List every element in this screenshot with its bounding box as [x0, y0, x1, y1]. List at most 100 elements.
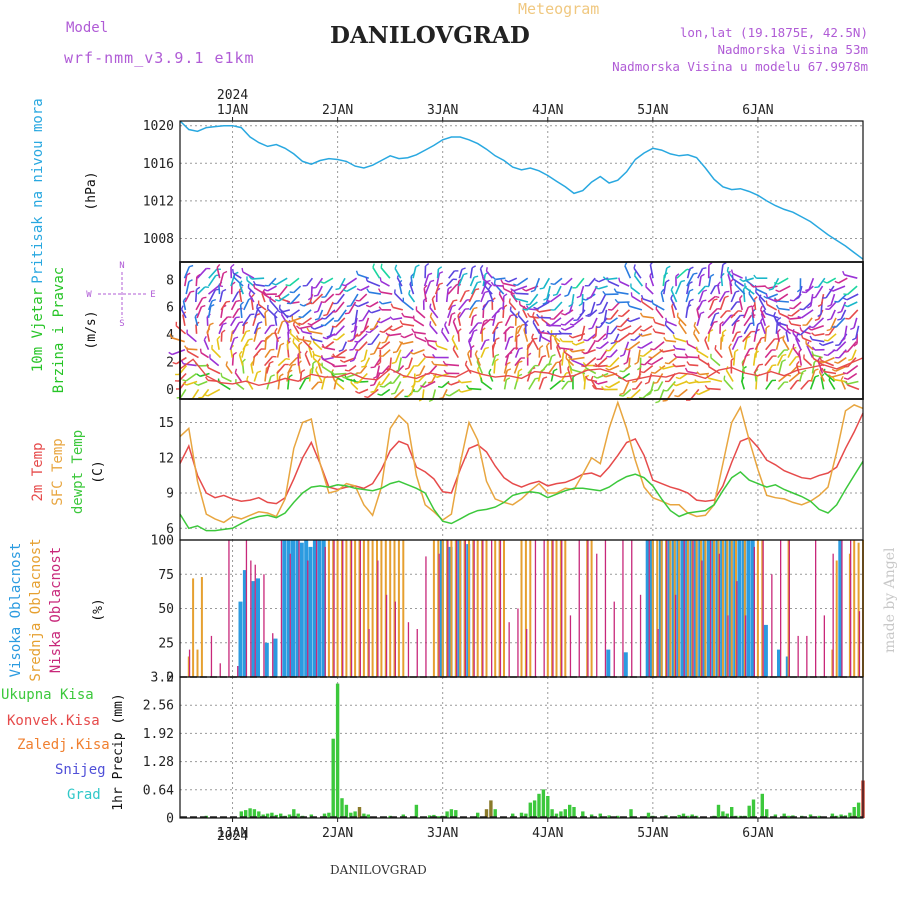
wind-barb-flag: [445, 393, 450, 397]
wind-barb-flag: [823, 280, 828, 284]
wind-barb: [324, 356, 334, 361]
wind-barb-flag: [853, 343, 858, 347]
wind-barb: [208, 289, 217, 303]
wind-barb-flag: [543, 297, 548, 301]
wind-barb: [362, 309, 371, 321]
wind-barb: [316, 285, 323, 296]
wind-barb-flag: [819, 356, 822, 361]
wind-barb-flag: [457, 328, 462, 333]
wind-barb: [264, 325, 272, 335]
wind-barb: [546, 285, 551, 299]
precip-bar: [292, 809, 296, 818]
wind-barb: [645, 286, 654, 295]
wind-barb: [348, 364, 357, 372]
mid-cloud-bar: [200, 577, 203, 677]
wind-barb-flag: [518, 300, 521, 305]
wind-barb-flag: [492, 276, 496, 280]
wind-barb: [571, 293, 575, 305]
ytick-label: 1016: [143, 157, 174, 172]
wind-barb: [493, 361, 496, 374]
wind-barb-flag: [765, 300, 768, 305]
wind-barb: [528, 378, 536, 390]
wind-barb: [536, 301, 550, 310]
wind-barb-flag: [537, 328, 542, 333]
wind-barb: [498, 293, 505, 303]
day-label-top: 5JAN: [637, 103, 668, 118]
wind-barb-flag: [531, 333, 535, 338]
wind-barb-flag: [628, 332, 633, 335]
wind-barb-flag: [842, 270, 845, 276]
wind-barb: [334, 349, 348, 358]
low-cloud-bar: [456, 540, 458, 677]
wind-barb-flag: [639, 370, 645, 374]
wind-barb-flag: [248, 275, 253, 280]
wind-barb: [588, 309, 598, 317]
wind-barb: [649, 275, 655, 287]
high-cloud-bar: [282, 540, 287, 677]
wind-barb: [253, 322, 260, 335]
wind-barb-flag: [315, 366, 318, 371]
wind-barb-flag: [561, 283, 566, 286]
wind-barb: [452, 348, 459, 359]
mid-cloud-bar: [559, 540, 562, 677]
precip-bar: [528, 802, 532, 818]
wind-barb: [255, 283, 265, 287]
wind-barb: [185, 281, 190, 295]
wind-barb-flag: [289, 291, 294, 294]
wind-barb: [195, 297, 204, 311]
wind-barb: [778, 361, 783, 374]
wind-barb: [230, 317, 237, 327]
wind-barb-flag: [253, 283, 256, 288]
wind-barb-flag: [390, 303, 394, 308]
wind-barb-flag: [487, 285, 492, 290]
wind-barb-flag: [713, 298, 718, 301]
wind-barb-flag: [834, 300, 839, 303]
wind-barb: [180, 308, 187, 319]
wind-barb-flag: [310, 326, 315, 330]
wind-barb: [811, 361, 816, 374]
precip-bar: [817, 815, 821, 818]
wind-barb-flag: [438, 282, 444, 286]
wind-barb-flag: [708, 262, 713, 266]
wind-barb-flag: [535, 377, 540, 380]
wind-barb-flag: [490, 281, 495, 286]
wind-barb: [333, 379, 337, 390]
day-label-bottom: 4JAN: [532, 826, 563, 841]
wind-barb: [789, 380, 798, 390]
wind-barb-flag: [618, 394, 624, 397]
mid-cloud-bar: [721, 540, 724, 677]
wind-barb-flag: [577, 338, 582, 342]
low-cloud-bar: [674, 594, 677, 677]
precip-bar: [454, 810, 458, 818]
mid-cloud-bar: [590, 540, 593, 677]
wind-barb: [740, 380, 746, 390]
low-cloud-bar: [569, 615, 572, 677]
wind-barb: [171, 336, 185, 343]
low-cloud-bar: [237, 666, 239, 677]
wind-barb: [777, 277, 789, 285]
wind-barb-flag: [360, 330, 365, 334]
wind-barb: [403, 333, 414, 339]
wind-barb-flag: [508, 298, 511, 303]
mid-cloud-bar: [393, 540, 396, 677]
wind-barb: [458, 308, 466, 319]
wind-barb: [698, 388, 710, 396]
precip-bar: [839, 814, 843, 818]
wind-barb: [616, 291, 629, 295]
wind-barb: [491, 355, 497, 366]
ytick-label: 0: [166, 671, 174, 686]
precip-bar: [546, 796, 550, 818]
wind-barb-flag: [763, 295, 768, 299]
wind-barb-flag: [168, 351, 173, 356]
wind-barb-flag: [693, 272, 698, 275]
wind-barb-flag: [722, 329, 727, 333]
wind-barb-flag: [414, 333, 417, 338]
wind-barb: [586, 333, 597, 342]
wind-barb: [276, 344, 282, 358]
wind-bg: [180, 262, 863, 399]
wind-barb: [469, 267, 473, 279]
wind-barb-flag: [323, 314, 328, 317]
wind-barb-flag: [243, 321, 249, 325]
mid-cloud-bar: [341, 540, 343, 677]
wind-barb: [541, 336, 551, 343]
